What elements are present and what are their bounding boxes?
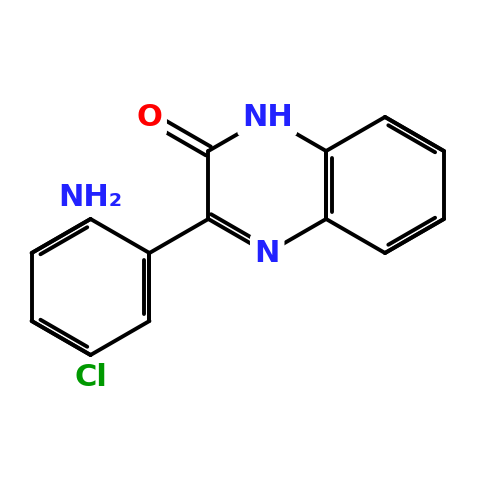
- Text: Cl: Cl: [74, 362, 107, 392]
- Text: NH₂: NH₂: [58, 182, 122, 212]
- Text: N: N: [254, 238, 280, 268]
- Text: NH: NH: [242, 102, 292, 132]
- Text: O: O: [136, 102, 162, 132]
